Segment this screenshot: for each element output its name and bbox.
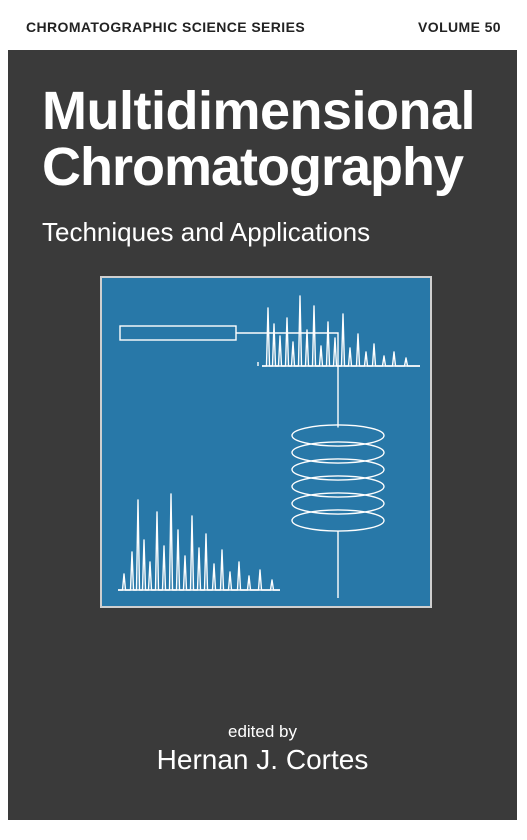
- title-line-1: Multidimensional: [42, 84, 489, 140]
- book-subtitle: Techniques and Applications: [42, 217, 489, 248]
- page-background: CHROMATOGRAPHIC SCIENCE SERIES VOLUME 50…: [0, 0, 527, 840]
- title-line-2: Chromatography: [42, 140, 489, 196]
- editor-block: edited by Hernan J. Cortes: [8, 722, 517, 776]
- cover-figure: [100, 276, 432, 608]
- edited-by-label: edited by: [8, 722, 517, 742]
- series-label: CHROMATOGRAPHIC SCIENCE SERIES: [26, 19, 305, 35]
- book-title: Multidimensional Chromatography: [42, 84, 489, 195]
- book-cover: CHROMATOGRAPHIC SCIENCE SERIES VOLUME 50…: [8, 4, 517, 820]
- editor-name: Hernan J. Cortes: [8, 744, 517, 776]
- chromatography-diagram-svg: [102, 278, 430, 606]
- header-strip: CHROMATOGRAPHIC SCIENCE SERIES VOLUME 50: [8, 4, 517, 50]
- volume-label: VOLUME 50: [418, 19, 501, 35]
- main-panel: Multidimensional Chromatography Techniqu…: [8, 50, 517, 820]
